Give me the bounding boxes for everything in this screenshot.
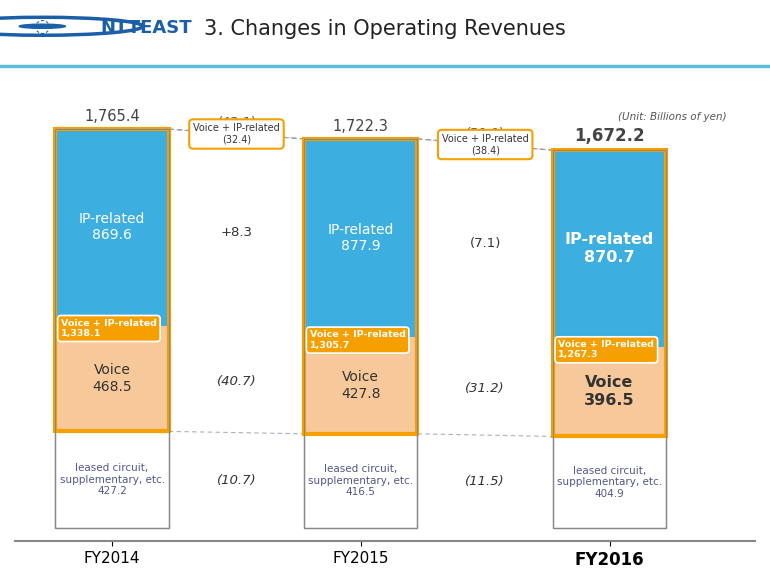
Bar — [553, 347, 666, 437]
Bar — [55, 431, 169, 528]
Text: leased circuit,
supplementary, etc.
427.2: leased circuit, supplementary, etc. 427.… — [59, 463, 165, 497]
Circle shape — [19, 24, 65, 28]
Text: (7.1): (7.1) — [470, 237, 500, 250]
Text: Voice
396.5: Voice 396.5 — [584, 376, 634, 408]
Text: Voice + IP-related
1,267.3: Voice + IP-related 1,267.3 — [558, 340, 654, 359]
Text: Voice
468.5: Voice 468.5 — [92, 363, 132, 393]
Text: 3. Changes in Operating Revenues: 3. Changes in Operating Revenues — [204, 19, 566, 39]
Text: leased circuit,
supplementary, etc.
404.9: leased circuit, supplementary, etc. 404.… — [557, 465, 662, 499]
Text: Voice + IP-related
(38.4): Voice + IP-related (38.4) — [442, 134, 528, 156]
Bar — [304, 434, 417, 528]
Text: IP-related
877.9: IP-related 877.9 — [327, 223, 394, 253]
Text: Voice + IP-related
1,338.1: Voice + IP-related 1,338.1 — [61, 319, 157, 338]
Bar — [55, 129, 169, 528]
Text: (11.5): (11.5) — [465, 475, 505, 488]
Bar — [55, 325, 169, 431]
Text: Voice + IP-related
(32.4): Voice + IP-related (32.4) — [193, 123, 280, 145]
Bar — [553, 150, 666, 347]
Text: (31.2): (31.2) — [465, 382, 505, 395]
Bar — [553, 150, 666, 437]
Text: 1,765.4: 1,765.4 — [84, 109, 140, 124]
Bar — [304, 337, 417, 434]
Bar — [304, 139, 417, 434]
Text: ◌: ◌ — [34, 17, 51, 36]
Text: (43.1): (43.1) — [216, 116, 256, 129]
Text: Voice + IP-related
1,305.7: Voice + IP-related 1,305.7 — [310, 331, 406, 350]
Text: (40.7): (40.7) — [216, 376, 256, 388]
Bar — [55, 129, 169, 325]
Text: IP-related
870.7: IP-related 870.7 — [565, 232, 654, 265]
Text: (Unit: Billions of yen): (Unit: Billions of yen) — [618, 112, 727, 122]
Bar — [304, 139, 417, 528]
Bar — [553, 150, 666, 528]
Bar — [553, 437, 666, 528]
Text: NTTEAST: NTTEAST — [100, 18, 192, 37]
Text: IP-related
869.6: IP-related 869.6 — [79, 212, 146, 242]
Text: leased circuit,
supplementary, etc.
416.5: leased circuit, supplementary, etc. 416.… — [308, 464, 413, 498]
Text: +8.3: +8.3 — [220, 226, 253, 239]
Text: (50.0): (50.0) — [465, 127, 505, 139]
Text: 1,722.3: 1,722.3 — [333, 119, 389, 134]
Text: Voice
427.8: Voice 427.8 — [341, 370, 380, 400]
Bar — [304, 139, 417, 337]
Text: (10.7): (10.7) — [216, 473, 256, 487]
Bar — [55, 129, 169, 431]
Text: 1,672.2: 1,672.2 — [574, 127, 644, 145]
